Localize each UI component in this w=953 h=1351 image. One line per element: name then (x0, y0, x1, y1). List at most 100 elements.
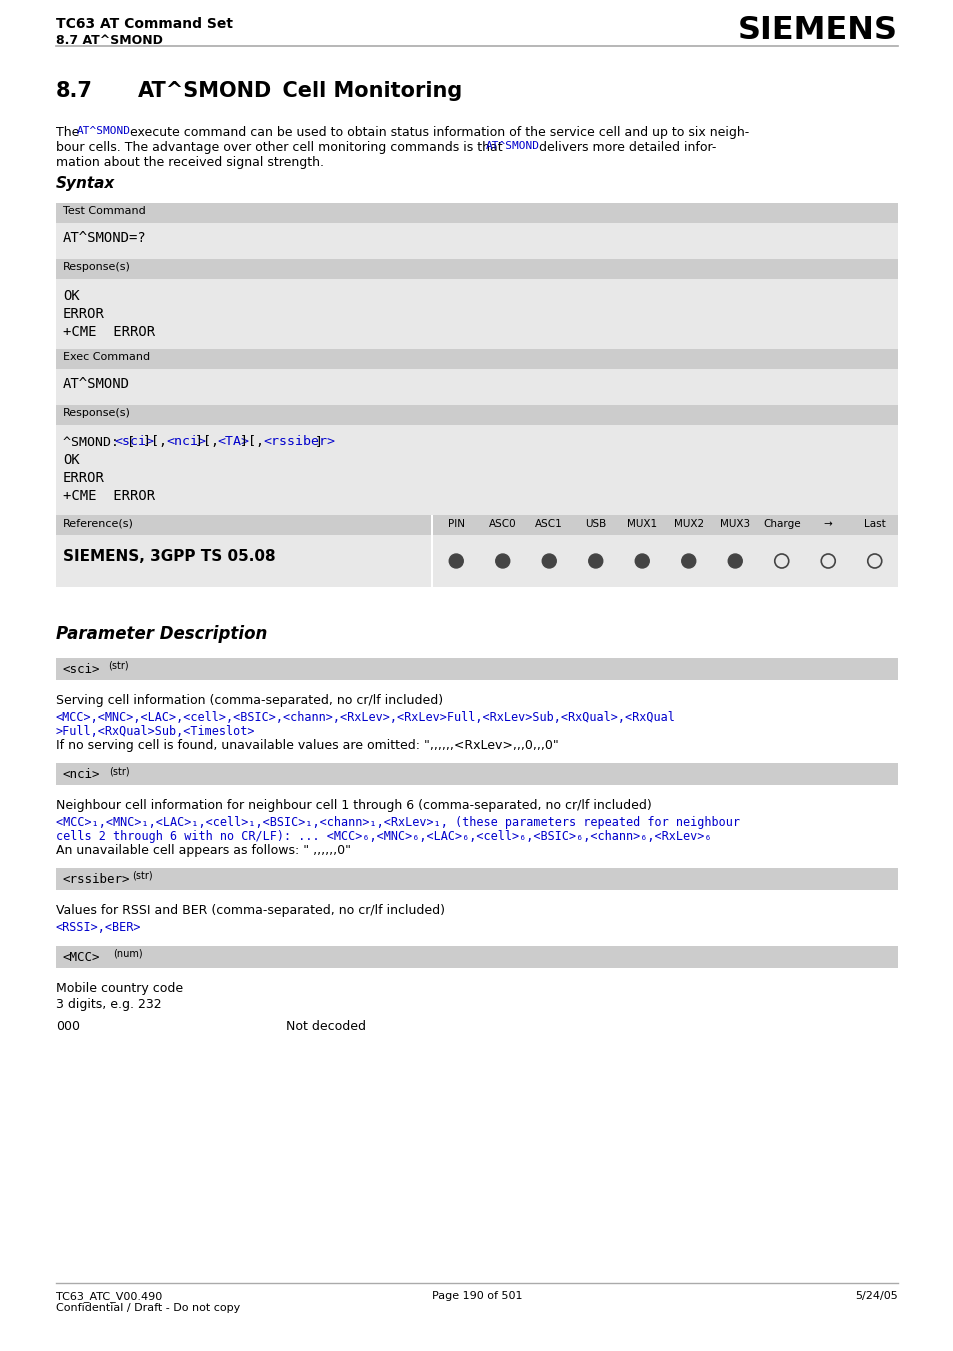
Bar (56, 280, 897, 349)
Text: Syntax: Syntax (56, 176, 115, 190)
Bar (56, 259, 897, 280)
Circle shape (681, 554, 695, 567)
Text: Serving cell information (comma-separated, no cr/lf included): Serving cell information (comma-separate… (56, 694, 442, 707)
Bar (433, 515, 897, 535)
Bar (56, 946, 897, 969)
Bar (56, 867, 897, 890)
Bar (56, 349, 897, 369)
Text: TC63_ATC_V00.490: TC63_ATC_V00.490 (56, 1292, 162, 1302)
Text: <MCC>: <MCC> (63, 951, 100, 965)
Text: 5/24/05: 5/24/05 (854, 1292, 897, 1301)
Text: Not decoded: Not decoded (286, 1020, 366, 1034)
Text: OK: OK (63, 289, 80, 303)
Text: execute command can be used to obtain status information of the service cell and: execute command can be used to obtain st… (126, 126, 748, 139)
Circle shape (821, 554, 835, 567)
Text: <rssiber>: <rssiber> (263, 435, 335, 449)
Text: mation about the received signal strength.: mation about the received signal strengt… (56, 155, 324, 169)
Text: →: → (823, 519, 832, 530)
Text: Cell Monitoring: Cell Monitoring (268, 81, 462, 101)
Text: Parameter Description: Parameter Description (56, 626, 267, 643)
Text: bour cells. The advantage over other cell monitoring commands is that: bour cells. The advantage over other cel… (56, 141, 506, 154)
Text: ASC0: ASC0 (489, 519, 516, 530)
Text: delivers more detailed infor-: delivers more detailed infor- (535, 141, 716, 154)
Text: Last: Last (863, 519, 884, 530)
Bar (433, 535, 897, 586)
Text: Mobile country code: Mobile country code (56, 982, 183, 994)
Text: <rssiber>: <rssiber> (63, 873, 131, 886)
Text: <MCC>,<MNC>,<LAC>,<cell>,<BSIC>,<chann>,<RxLev>,<RxLev>Full,<RxLev>Sub,<RxQual>,: <MCC>,<MNC>,<LAC>,<cell>,<BSIC>,<chann>,… (56, 711, 675, 724)
Bar (56, 426, 897, 515)
Text: <MCC>₁,<MNC>₁,<LAC>₁,<cell>₁,<BSIC>₁,<chann>₁,<RxLev>₁, (these parameters repeat: <MCC>₁,<MNC>₁,<LAC>₁,<cell>₁,<BSIC>₁,<ch… (56, 816, 740, 830)
Text: AT^SMOND: AT^SMOND (138, 81, 272, 101)
Text: +CME  ERROR: +CME ERROR (63, 326, 155, 339)
Text: ERROR: ERROR (63, 471, 105, 485)
Text: MUX2: MUX2 (673, 519, 703, 530)
Text: ASC1: ASC1 (535, 519, 562, 530)
Text: Test Command: Test Command (63, 205, 146, 216)
Bar (56, 515, 431, 535)
Text: 3 digits, e.g. 232: 3 digits, e.g. 232 (56, 998, 161, 1011)
Text: (str): (str) (132, 871, 152, 881)
Text: SIEMENS, 3GPP TS 05.08: SIEMENS, 3GPP TS 05.08 (63, 549, 275, 563)
Text: SIEMENS: SIEMENS (738, 15, 897, 46)
Text: <nci>: <nci> (63, 767, 100, 781)
Circle shape (867, 554, 881, 567)
Text: OK: OK (63, 453, 80, 467)
Text: USB: USB (584, 519, 606, 530)
Text: TC63 AT Command Set: TC63 AT Command Set (56, 18, 233, 31)
Text: Exec Command: Exec Command (63, 353, 150, 362)
Text: ][,: ][, (143, 435, 175, 449)
Text: Confidential / Draft - Do not copy: Confidential / Draft - Do not copy (56, 1302, 240, 1313)
Text: +CME  ERROR: +CME ERROR (63, 489, 155, 503)
Circle shape (727, 554, 741, 567)
Text: Page 190 of 501: Page 190 of 501 (432, 1292, 521, 1301)
Text: If no serving cell is found, unavailable values are omitted: ",,,,,,<RxLev>,,,0,: If no serving cell is found, unavailable… (56, 739, 558, 753)
Text: Response(s): Response(s) (63, 262, 131, 272)
Text: Values for RSSI and BER (comma-separated, no cr/lf included): Values for RSSI and BER (comma-separated… (56, 904, 444, 917)
Text: Neighbour cell information for neighbour cell 1 through 6 (comma-separated, no c: Neighbour cell information for neighbour… (56, 798, 651, 812)
Text: ]: ] (314, 435, 322, 449)
Bar (56, 223, 897, 259)
Text: AT^SMOND: AT^SMOND (77, 126, 131, 136)
Text: (str): (str) (108, 661, 129, 671)
Circle shape (774, 554, 788, 567)
Circle shape (635, 554, 649, 567)
Text: (str): (str) (109, 766, 130, 775)
Text: <nci>: <nci> (166, 435, 206, 449)
Text: AT^SMOND: AT^SMOND (63, 377, 130, 390)
Text: MUX1: MUX1 (626, 519, 657, 530)
Text: PIN: PIN (447, 519, 464, 530)
Text: <RSSI>,<BER>: <RSSI>,<BER> (56, 921, 141, 934)
Bar (56, 369, 897, 405)
Bar (56, 658, 897, 680)
Bar (56, 405, 897, 426)
Text: 000: 000 (56, 1020, 80, 1034)
Text: 8.7 AT^SMOND: 8.7 AT^SMOND (56, 34, 163, 47)
Text: <sci>: <sci> (63, 663, 100, 676)
Text: AT^SMOND=?: AT^SMOND=? (63, 231, 147, 245)
Text: >Full,<RxQual>Sub,<Timeslot>: >Full,<RxQual>Sub,<Timeslot> (56, 725, 255, 738)
Bar (56, 535, 431, 586)
Circle shape (541, 554, 556, 567)
Text: Reference(s): Reference(s) (63, 517, 133, 528)
Text: Charge: Charge (762, 519, 800, 530)
Text: <TA>: <TA> (217, 435, 249, 449)
Text: cells 2 through 6 with no CR/LF): ... <MCC>₆,<MNC>₆,<LAC>₆,<cell>₆,<BSIC>₆,<chan: cells 2 through 6 with no CR/LF): ... <M… (56, 830, 711, 843)
Text: (num): (num) (112, 948, 143, 959)
Text: MUX3: MUX3 (720, 519, 749, 530)
Bar (56, 203, 897, 223)
Circle shape (588, 554, 602, 567)
Text: AT^SMOND: AT^SMOND (485, 141, 539, 151)
Text: ][,: ][, (194, 435, 226, 449)
Circle shape (449, 554, 463, 567)
Text: Response(s): Response(s) (63, 408, 131, 417)
Bar (56, 763, 897, 785)
Text: ERROR: ERROR (63, 307, 105, 322)
Text: The: The (56, 126, 83, 139)
Text: <sci>: <sci> (114, 435, 154, 449)
Circle shape (496, 554, 509, 567)
Text: ][,: ][, (240, 435, 272, 449)
Text: An unavailable cell appears as follows: " ,,,,,,0": An unavailable cell appears as follows: … (56, 844, 351, 857)
Text: 8.7: 8.7 (56, 81, 92, 101)
Text: ^SMOND: [: ^SMOND: [ (63, 435, 135, 449)
